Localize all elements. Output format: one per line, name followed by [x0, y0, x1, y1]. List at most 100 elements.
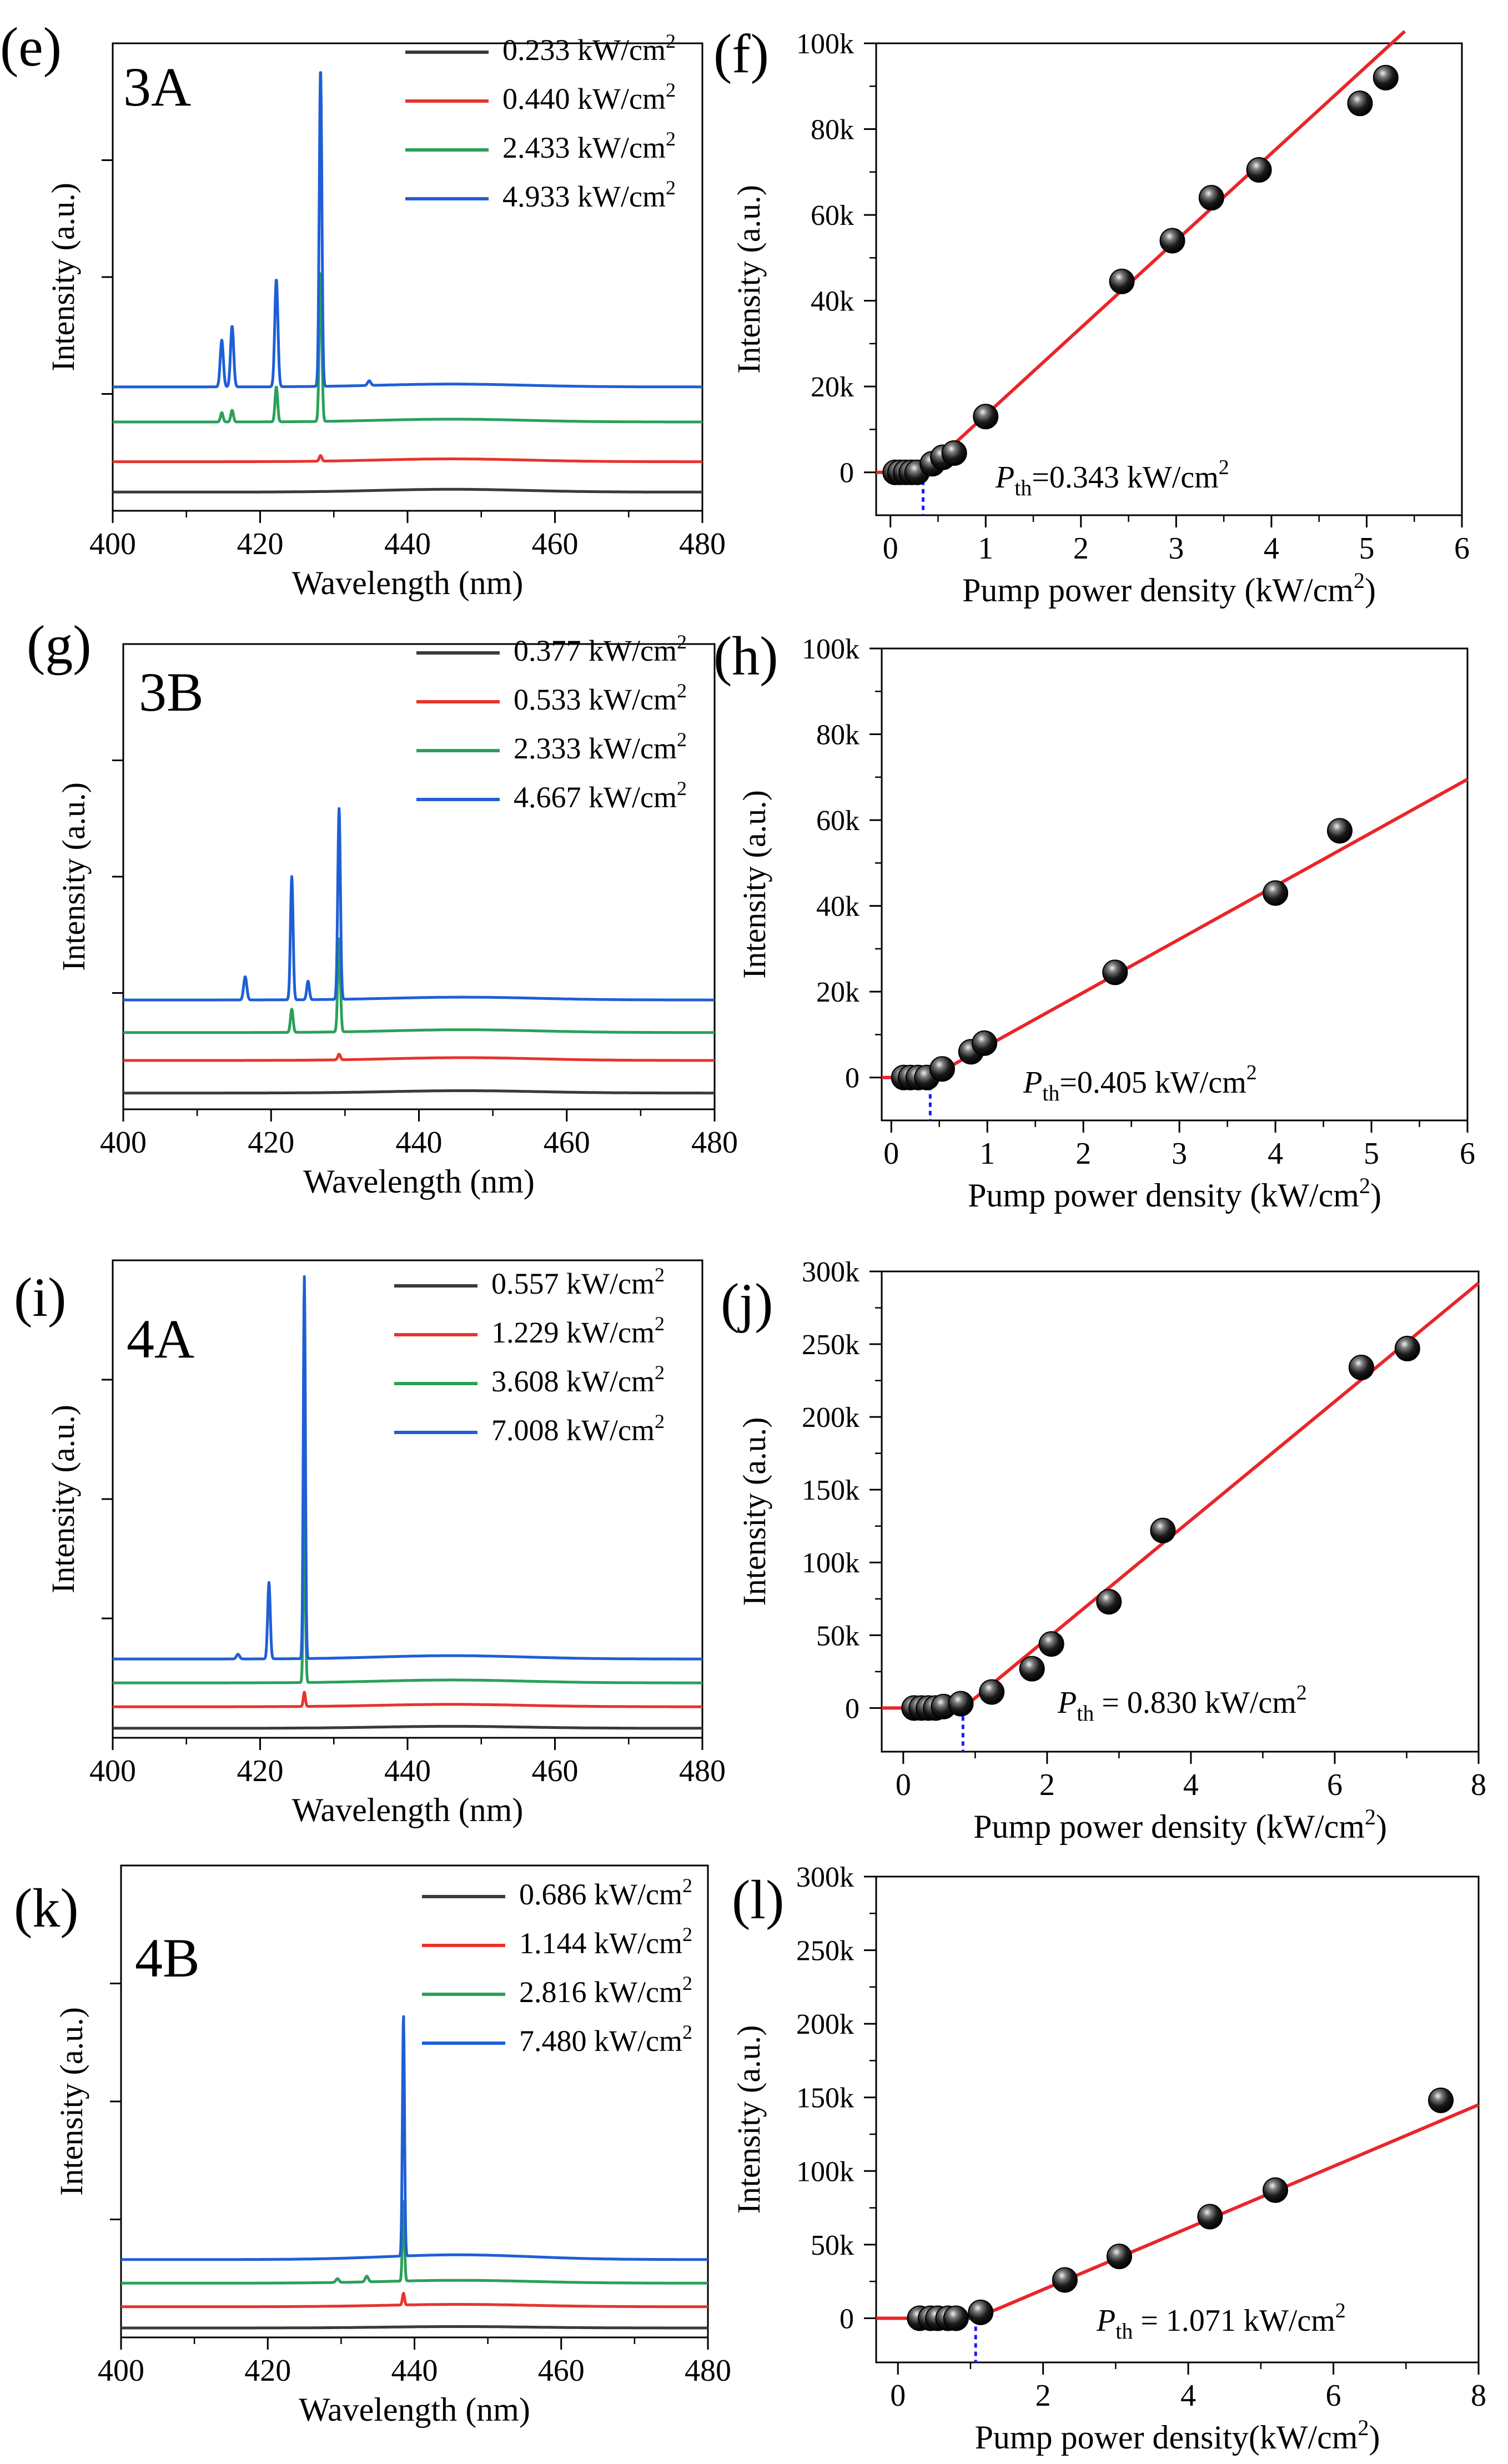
- legend-entry: 2.816 kW/cm2: [519, 1972, 692, 2009]
- spectrum-series-2: [112, 1691, 703, 1708]
- spectrum-series-4: [122, 807, 716, 1002]
- y-axis-label: Intensity (a.u.): [53, 2007, 89, 2196]
- y-tick-label: 60k: [816, 805, 859, 837]
- panel-label: (l): [732, 1869, 784, 1930]
- x-tick-label: 460: [538, 2354, 585, 2388]
- data-point: [1373, 64, 1399, 90]
- data-point: [1038, 1631, 1064, 1657]
- spectrum-series-3: [112, 1504, 703, 1684]
- data-point: [1348, 1355, 1374, 1380]
- y-axis-label: Intensity (a.u.): [45, 1405, 81, 1593]
- x-tick-label: 420: [244, 2354, 291, 2388]
- x-tick-label: 0: [896, 1768, 911, 1802]
- x-tick-label: 0: [883, 1137, 899, 1171]
- x-tick-label: 4: [1183, 1768, 1199, 1802]
- y-axis-label: Intensity (a.u.): [45, 183, 81, 371]
- fit-line-2: [922, 30, 1406, 474]
- x-axis-label: Pump power density (kW/cm2): [962, 568, 1376, 609]
- x-tick-label: 4: [1180, 2378, 1196, 2413]
- legend-entry: 0.440 kW/cm2: [502, 79, 676, 115]
- legend-entry: 0.533 kW/cm2: [514, 680, 687, 716]
- y-tick-label: 0: [845, 1693, 859, 1724]
- sample-label: 3A: [123, 56, 191, 118]
- data-point: [1347, 90, 1373, 117]
- x-tick-label: 6: [1454, 531, 1470, 566]
- fit-line-2: [929, 778, 1469, 1079]
- y-tick-label: 40k: [816, 891, 859, 923]
- panel-k: 400 420 440 460 480 Wavelength (nm) Intensity …: [53, 1864, 731, 2428]
- y-axis-label: Intensity (a.u.): [736, 1417, 772, 1606]
- y-tick-label: 0: [840, 457, 854, 489]
- y-tick-label: 40k: [811, 286, 854, 318]
- y-tick-label: 100k: [802, 1547, 859, 1579]
- x-tick-label: 2: [1039, 1768, 1055, 1802]
- x-tick-label: 400: [89, 527, 136, 561]
- legend-entry: 7.008 kW/cm2: [491, 1410, 665, 1447]
- legend: 0.377 kW/cm2 0.533 kW/cm2 2.333 kW/cm2 4.66…: [416, 631, 687, 814]
- y-tick-label: 0: [840, 2303, 854, 2335]
- sample-label: 3B: [139, 661, 204, 723]
- spectrum-series-2: [112, 454, 703, 464]
- data-point: [1394, 1335, 1420, 1361]
- x-tick-label: 420: [237, 1754, 284, 1788]
- x-tick-label: 420: [248, 1125, 294, 1160]
- threshold-annotation: Pth = 0.830 kW/cm2: [1057, 1681, 1307, 1726]
- plot-frame: [881, 1270, 1480, 1753]
- x-tick-label: 6: [1326, 2378, 1341, 2413]
- panel-label: (e): [0, 16, 62, 78]
- x-tick-label: 400: [100, 1125, 147, 1160]
- panel-h: 0 1 2 3 4 5 6 0 20k 40k 60k 80k 100k Pump power densi…: [736, 633, 1475, 1214]
- y-tick-label: 50k: [811, 2230, 854, 2261]
- spectrum-series-1: [122, 1089, 716, 1095]
- x-tick-label: 400: [89, 1754, 136, 1788]
- threshold-annotation: Pth=0.343 kW/cm2: [995, 456, 1229, 500]
- fit-line-2: [975, 2103, 1480, 2320]
- data-point: [1106, 2244, 1132, 2270]
- y-tick-label: 20k: [816, 977, 859, 1008]
- y-tick-label: 250k: [796, 1935, 854, 1967]
- spectrum-series-1: [112, 1724, 703, 1730]
- x-tick-label: 480: [679, 1754, 726, 1788]
- x-tick-label: 440: [391, 2354, 438, 2388]
- y-tick-label: 300k: [796, 1862, 854, 1893]
- legend-entry: 7.480 kW/cm2: [519, 2021, 692, 2058]
- y-tick-label: 150k: [802, 1475, 859, 1506]
- y-tick-label: 300k: [802, 1256, 859, 1288]
- y-axis-label: Intensity (a.u.): [56, 782, 92, 971]
- data-point: [1102, 959, 1128, 985]
- x-tick-label: 2: [1073, 531, 1089, 566]
- x-tick-label: 460: [544, 1125, 590, 1160]
- x-tick-label: 4: [1264, 531, 1279, 566]
- legend: 0.557 kW/cm2 1.229 kW/cm2 3.608 kW/cm2 7.00…: [394, 1264, 665, 1447]
- x-tick-label: 440: [384, 1754, 431, 1788]
- panel-label: (i): [14, 1266, 66, 1328]
- x-tick-label: 460: [532, 527, 579, 561]
- data-point: [1150, 1517, 1176, 1543]
- data-point: [1262, 2177, 1288, 2203]
- y-tick-label: 250k: [802, 1329, 859, 1361]
- x-tick-label: 5: [1364, 1137, 1379, 1171]
- plot-frame: [881, 647, 1469, 1122]
- x-tick-label: 460: [532, 1754, 579, 1788]
- data-point: [1326, 818, 1353, 844]
- data-point: [973, 404, 999, 430]
- y-tick-label: 150k: [796, 2083, 854, 2114]
- panel-f: 0 1 2 3 4 5 6 0 20k 40k 60k 80k 100k Pump power densi…: [731, 28, 1470, 609]
- spectrum-series-4: [112, 71, 703, 389]
- panel-l: 0 2 4 6 8 0 50k 100k 150k 200k 250k 300k Pump power …: [731, 1862, 1486, 2456]
- x-tick-label: 1: [979, 1137, 995, 1171]
- y-tick-label: 50k: [816, 1620, 859, 1652]
- data-point: [929, 1056, 955, 1082]
- y-axis-label: Intensity (a.u.): [731, 185, 767, 374]
- panel-e: 400 420 440 460 480 Wavelength (nm) Intensity …: [45, 30, 726, 601]
- x-tick-label: 420: [237, 527, 284, 561]
- data-point: [941, 440, 967, 466]
- x-tick-label: 1: [978, 531, 993, 566]
- legend: 0.233 kW/cm2 0.440 kW/cm2 2.433 kW/cm2 4.93…: [405, 30, 676, 213]
- x-tick-label: 3: [1168, 531, 1184, 566]
- data-point: [1052, 2267, 1078, 2293]
- panel-label: (j): [721, 1272, 773, 1334]
- y-tick-label: 20k: [811, 371, 854, 403]
- plot-frame: [875, 42, 1463, 516]
- x-tick-label: 4: [1268, 1137, 1283, 1171]
